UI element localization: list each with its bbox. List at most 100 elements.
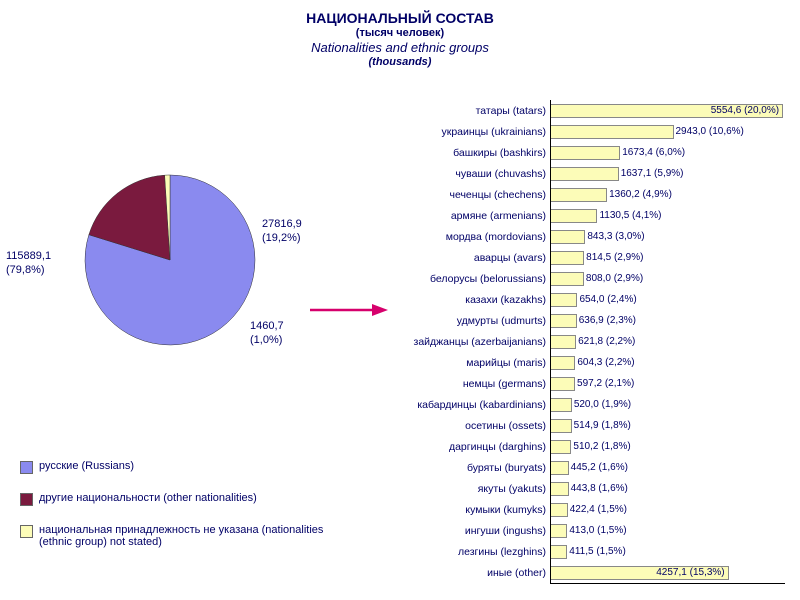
bar-label: кабардинцы (kabardinians) [380,399,550,411]
axis-y [550,100,551,583]
bar-row: даргинцы (darghins)510,2 (1,8%) [380,436,790,457]
bar-rect [550,440,571,454]
bar-label: удмурты (udmurts) [380,315,550,327]
bar-row: буряты (buryats)445,2 (1,6%) [380,457,790,478]
bar-track: 843,3 (3,0%) [550,230,790,244]
bar-track: 1637,1 (5,9%) [550,167,790,181]
bar-rect [550,167,619,181]
bar-label: украинцы (ukrainians) [380,126,550,138]
bar-rect [550,524,567,538]
bar-label: лезгины (lezghins) [380,546,550,558]
pie-label-russians: 115889,1 (79,8%) [6,250,51,278]
legend-swatch [20,461,33,474]
bar-label: чуваши (chuvashs) [380,168,550,180]
bar-track: 413,0 (1,5%) [550,524,790,538]
legend-item: русские (Russians) [20,460,340,474]
bar-value: 621,8 (2,2%) [578,335,635,349]
bar-label: иные (other) [380,567,550,579]
bar-row: ингуши (ingushs) 413,0 (1,5%) [380,520,790,541]
bar-value: 422,4 (1,5%) [570,503,627,517]
bar-value: 597,2 (2,1%) [577,377,634,391]
bar-value: 2943,0 (10,6%) [676,125,744,139]
bar-rect [550,314,577,328]
bar-rect [550,146,620,160]
bar-track: 597,2 (2,1%) [550,377,790,391]
bar-track: 814,5 (2,9%) [550,251,790,265]
bar-track: 1360,2 (4,9%) [550,188,790,202]
bar-label: зайджанцы (azerbaijanians) [380,336,550,348]
legend-swatch [20,493,33,506]
bar-row: зайджанцы (azerbaijanians) 621,8 (2,2%) [380,331,790,352]
bar-row: белорусы (belorussians)808,0 (2,9%) [380,268,790,289]
bar-label: якуты (yakuts) [380,483,550,495]
bar-row: иные (other) 4257,1 (15,3%) [380,562,790,583]
bar-track: 604,3 (2,2%) [550,356,790,370]
bar-value: 510,2 (1,8%) [573,440,630,454]
bar-track: 514,9 (1,8%) [550,419,790,433]
bar-rect [550,545,567,559]
bar-value: 654,0 (2,4%) [579,293,636,307]
bar-rect [550,272,584,286]
bar-row: немцы (germans)597,2 (2,1%) [380,373,790,394]
bar-track: 5554,6 (20,0%) [550,104,790,118]
bar-rect [550,419,572,433]
bar-row: марийцы (maris) 604,3 (2,2%) [380,352,790,373]
bar-value: 843,3 (3,0%) [587,230,644,244]
bar-value: 4257,1 (15,3%) [656,566,724,580]
bar-rect [550,125,674,139]
bar-row: украинцы (ukrainians) 2943,0 (10,6%) [380,121,790,142]
bar-label: марийцы (maris) [380,357,550,369]
legend-label: русские (Russians) [39,460,134,472]
legend-label: другие национальности (other nationaliti… [39,492,257,504]
bar-row: осетины (ossets)514,9 (1,8%) [380,415,790,436]
legend-item: национальная принадлежность не указана (… [20,524,340,548]
bar-track: 422,4 (1,5%) [550,503,790,517]
bar-label: ингуши (ingushs) [380,525,550,537]
title-line1: НАЦИОНАЛЬНЫЙ СОСТАВ [0,10,800,27]
bar-track: 443,8 (1,6%) [550,482,790,496]
bar-track: 621,8 (2,2%) [550,335,790,349]
bar-rect [550,356,575,370]
bar-value: 413,0 (1,5%) [569,524,626,538]
bar-row: удмурты (udmurts)636,9 (2,3%) [380,310,790,331]
pie-legend: русские (Russians) другие национальности … [20,460,340,566]
bar-row: татары (tatars)5554,6 (20,0%) [380,100,790,121]
bar-value: 411,5 (1,5%) [569,545,626,559]
bar-track: 1673,4 (6,0%) [550,146,790,160]
bar-rect [550,230,585,244]
title-line4: (thousands) [0,56,800,69]
bar-value: 1673,4 (6,0%) [622,146,685,160]
bar-track: 1130,5 (4,1%) [550,209,790,223]
bar-row: башкиры (bashkirs)1673,4 (6,0%) [380,142,790,163]
bar-value: 445,2 (1,6%) [571,461,628,475]
bar-value: 604,3 (2,2%) [577,356,634,370]
bar-row: кумыки (kumyks) 422,4 (1,5%) [380,499,790,520]
bar-value: 1130,5 (4,1%) [599,209,661,223]
bar-row: армяне (armenians)1130,5 (4,1%) [380,205,790,226]
bar-track: 520,0 (1,9%) [550,398,790,412]
bar-rect [550,482,569,496]
bar-rect [550,188,607,202]
bar-label: кумыки (kumyks) [380,504,550,516]
bar-value: 1360,2 (4,9%) [609,188,672,202]
bar-value: 808,0 (2,9%) [586,272,643,286]
bar-value: 443,8 (1,6%) [571,482,628,496]
bar-track: 636,9 (2,3%) [550,314,790,328]
bar-rect [550,398,572,412]
bar-track: 510,2 (1,8%) [550,440,790,454]
title-line2: (тысяч человек) [0,27,800,40]
bar-label: осетины (ossets) [380,420,550,432]
legend-item: другие национальности (other nationaliti… [20,492,340,506]
bar-track: 808,0 (2,9%) [550,272,790,286]
title-line3: Nationalities and ethnic groups [0,40,800,56]
bar-row: лезгины (lezghins) 411,5 (1,5%) [380,541,790,562]
bar-rect [550,209,597,223]
bar-track: 654,0 (2,4%) [550,293,790,307]
legend-label: национальная принадлежность не указана (… [39,524,340,548]
bar-label: татары (tatars) [380,105,550,117]
bar-rect [550,335,576,349]
bar-track: 445,2 (1,6%) [550,461,790,475]
bar-track: 411,5 (1,5%) [550,545,790,559]
legend-swatch [20,525,33,538]
bar-value: 1637,1 (5,9%) [621,167,684,181]
